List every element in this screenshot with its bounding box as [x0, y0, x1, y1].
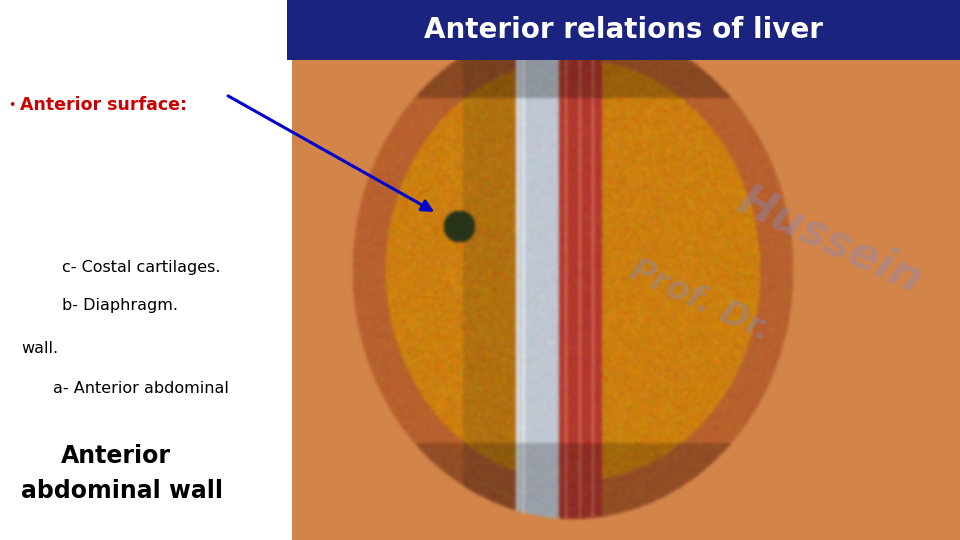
Text: a- Anterior abdominal: a- Anterior abdominal — [53, 381, 228, 396]
FancyBboxPatch shape — [287, 0, 960, 60]
Text: b- Diaphragm.: b- Diaphragm. — [62, 298, 179, 313]
Text: Anterior surface:: Anterior surface: — [20, 96, 187, 114]
Text: Hussein: Hussein — [731, 179, 929, 301]
Text: c- Costal cartilages.: c- Costal cartilages. — [62, 260, 221, 275]
Text: Anterior: Anterior — [61, 444, 171, 468]
Text: Prof. Dr.: Prof. Dr. — [624, 253, 776, 347]
Text: Anterior relations of liver: Anterior relations of liver — [424, 16, 823, 44]
Text: •: • — [8, 99, 15, 112]
Text: abdominal wall: abdominal wall — [21, 480, 223, 503]
FancyArrowPatch shape — [228, 96, 431, 210]
Text: wall.: wall. — [21, 341, 59, 356]
